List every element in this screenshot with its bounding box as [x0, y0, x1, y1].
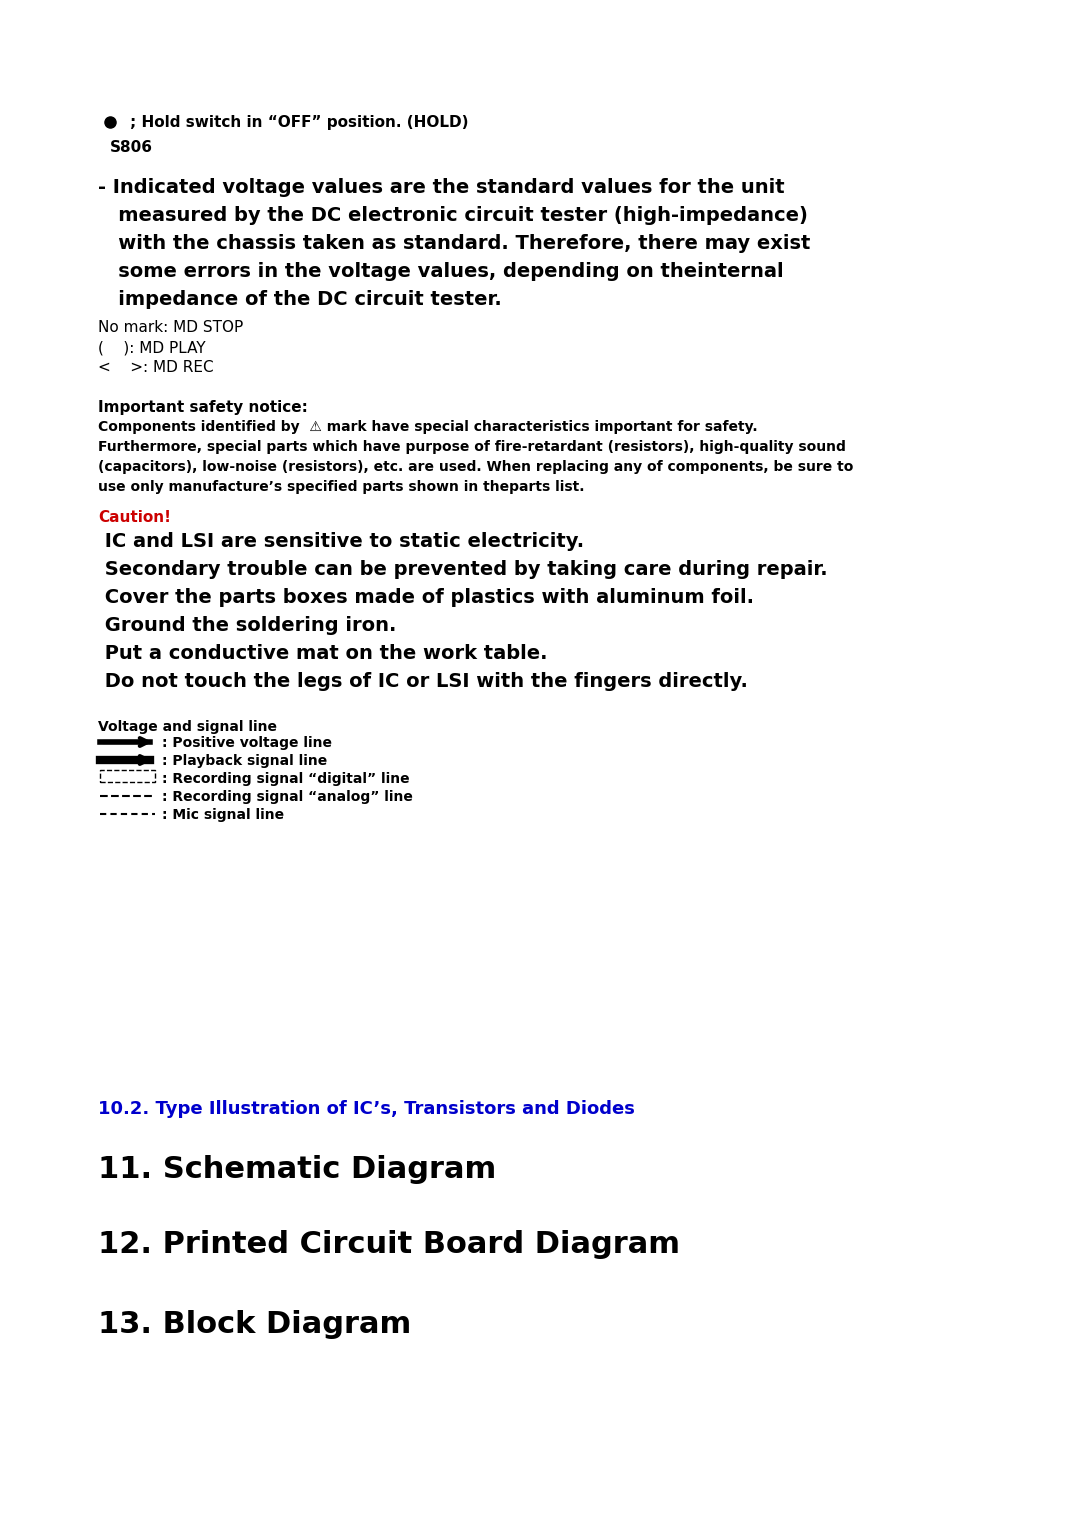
Text: 12. Printed Circuit Board Diagram: 12. Printed Circuit Board Diagram — [98, 1230, 680, 1259]
Text: 11. Schematic Diagram: 11. Schematic Diagram — [98, 1155, 496, 1184]
Text: Voltage and signal line: Voltage and signal line — [98, 720, 276, 734]
Text: some errors in the voltage values, depending on theinternal: some errors in the voltage values, depen… — [98, 262, 784, 281]
FancyBboxPatch shape — [100, 771, 156, 781]
Text: 13. Block Diagram: 13. Block Diagram — [98, 1309, 411, 1338]
Text: : Recording signal “digital” line: : Recording signal “digital” line — [162, 772, 409, 786]
Text: impedance of the DC circuit tester.: impedance of the DC circuit tester. — [98, 290, 502, 308]
Text: (    ): MD PLAY: ( ): MD PLAY — [98, 340, 205, 356]
Text: use only manufacture’s specified parts shown in theparts list.: use only manufacture’s specified parts s… — [98, 481, 584, 494]
Text: Secondary trouble can be prevented by taking care during repair.: Secondary trouble can be prevented by ta… — [98, 560, 827, 578]
Text: Put a conductive mat on the work table.: Put a conductive mat on the work table. — [98, 644, 548, 662]
Text: measured by the DC electronic circuit tester (high-impedance): measured by the DC electronic circuit te… — [98, 206, 808, 224]
Text: Components identified by  ⚠ mark have special characteristics important for safe: Components identified by ⚠ mark have spe… — [98, 420, 758, 433]
Text: : Recording signal “analog” line: : Recording signal “analog” line — [162, 790, 413, 804]
Text: <    >: MD REC: < >: MD REC — [98, 360, 214, 375]
Text: - Indicated voltage values are the standard values for the unit: - Indicated voltage values are the stand… — [98, 179, 785, 197]
Text: Caution!: Caution! — [98, 510, 171, 525]
Text: Ground the soldering iron.: Ground the soldering iron. — [98, 617, 396, 635]
Text: with the chassis taken as standard. Therefore, there may exist: with the chassis taken as standard. Ther… — [98, 233, 810, 253]
Text: No mark: MD STOP: No mark: MD STOP — [98, 320, 243, 336]
Text: ; Hold switch in “OFF” position. (HOLD): ; Hold switch in “OFF” position. (HOLD) — [130, 114, 469, 130]
Text: IC and LSI are sensitive to static electricity.: IC and LSI are sensitive to static elect… — [98, 533, 584, 551]
Text: : Positive voltage line: : Positive voltage line — [162, 736, 332, 749]
Text: (capacitors), low-noise (resistors), etc. are used. When replacing any of compon: (capacitors), low-noise (resistors), etc… — [98, 459, 853, 475]
Text: Furthermore, special parts which have purpose of fire-retardant (resistors), hig: Furthermore, special parts which have pu… — [98, 439, 846, 455]
Text: 10.2. Type Illustration of IC’s, Transistors and Diodes: 10.2. Type Illustration of IC’s, Transis… — [98, 1100, 635, 1119]
Text: Cover the parts boxes made of plastics with aluminum foil.: Cover the parts boxes made of plastics w… — [98, 588, 754, 607]
Text: : Mic signal line: : Mic signal line — [162, 807, 284, 823]
Text: Do not touch the legs of IC or LSI with the fingers directly.: Do not touch the legs of IC or LSI with … — [98, 671, 747, 691]
Text: : Playback signal line: : Playback signal line — [162, 754, 327, 768]
Text: Important safety notice:: Important safety notice: — [98, 400, 308, 415]
Text: S806: S806 — [110, 140, 153, 156]
